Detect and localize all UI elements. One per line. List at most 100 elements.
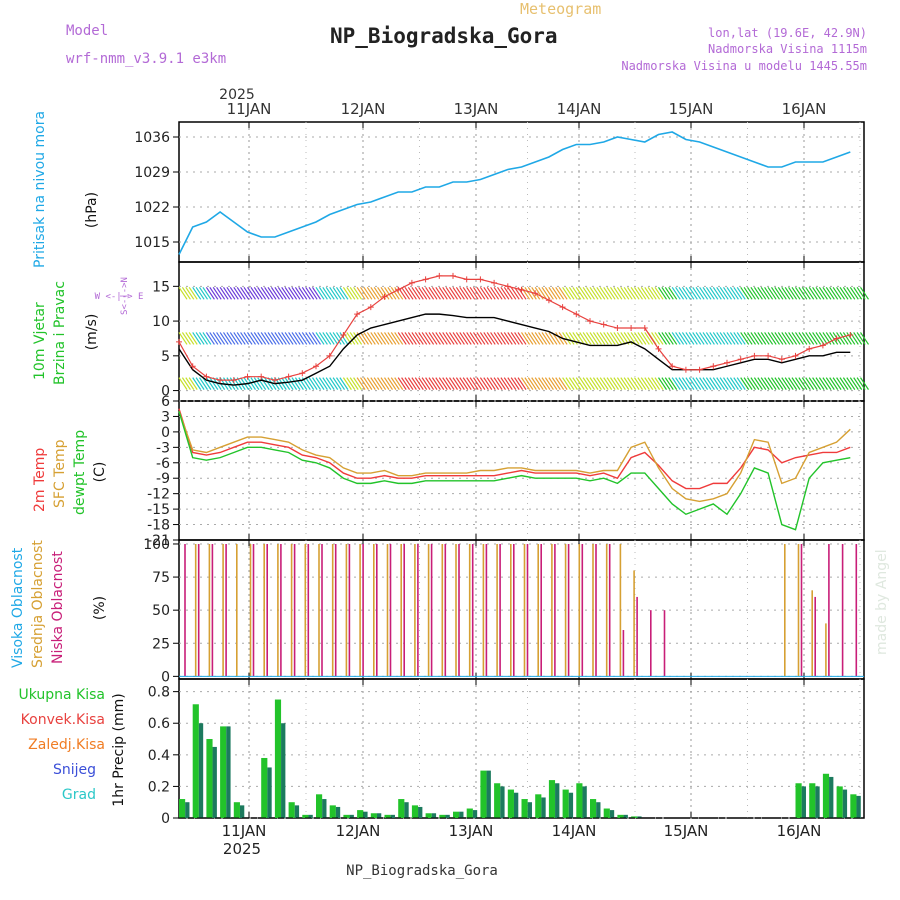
temp-sfc-label: SFC Temp [52,439,68,508]
wind-barb [743,332,753,345]
wind-barb [692,332,702,345]
credit-label: made by Angel [874,549,890,655]
cloud-mid-label: Srednja Oblacnost [30,540,46,668]
y-tick-label: -12 [147,487,170,503]
wind-barb [634,377,643,390]
wind-barb [842,377,852,390]
wind-barb [291,377,301,390]
cloud-unit: (%) [92,596,108,620]
wind-gust-marker [176,338,182,345]
wind-barb [205,286,215,300]
wind-barb [740,377,750,390]
wind-barb [404,332,414,345]
wind-barb [753,377,763,390]
wind-barb [216,286,226,300]
wind-barb [247,286,256,300]
wind-barb [418,286,428,300]
wind-barb [394,377,404,390]
wind-barb [247,377,256,390]
wind-barb [716,332,726,345]
pressure-frame [178,121,865,263]
wind-barb [582,332,592,345]
y-tick-label: 6 [161,394,170,410]
wind-barb [349,377,359,390]
wind-barb [736,286,746,300]
wind-barb [808,286,818,300]
wind-barb [377,332,387,345]
wind-barb [483,377,493,390]
wind-barb [318,377,328,390]
wind-barb [308,332,318,345]
wind-barb [267,377,277,390]
wind-barb [209,377,219,390]
bottom-date-label: 13JAN [449,822,494,840]
wind-barb [603,286,613,300]
wind-barb [312,332,321,345]
precip-total-bar [809,783,816,818]
wind-barb [644,377,654,390]
y-tick-label: 50 [152,603,170,619]
precip-snow-bar [582,786,587,818]
wind-barb [486,332,496,345]
wind-barb [226,286,236,300]
wind-barb [716,377,726,390]
wind-barb [795,332,804,345]
wind-barb [507,377,517,390]
wind-barb [616,377,626,390]
wind-barb [407,286,417,300]
wind-barb [455,286,465,300]
wind-barb [178,332,188,345]
wind-barb [544,377,554,390]
wind-barb [551,286,561,300]
wind-barb [658,332,667,345]
wind-barb [589,286,599,300]
wind-barb [407,377,417,390]
wind-barb [627,332,637,345]
wind-barb [599,377,609,390]
wind-barb [668,286,678,300]
precip-total-bar [274,699,282,818]
wind-barb [188,377,198,390]
wind-panel: 0 5 10 15 [152,261,869,402]
wind-barb [747,377,756,390]
wind-barb [678,286,688,300]
wind-barb [247,332,256,345]
wind-barb [777,377,787,390]
y-tick-label: 0 [161,384,170,400]
wind-barb [613,286,623,300]
wind-barb [425,332,435,345]
lonlat-label: lon,lat (19.6E, 42.9N) [708,26,867,40]
wind-barb [658,377,667,390]
temp-2m-label: 2m Temp [32,448,48,512]
wind-barb [199,286,208,300]
wind-barb [747,286,756,300]
precip-total-bar [590,799,597,818]
wind-barb [377,377,387,390]
wind-barb [524,286,534,300]
wind-barb [558,377,568,390]
precip-hail-label: Grad [62,787,96,803]
wind-barb [363,377,373,390]
wind-barb [462,286,472,300]
wind-barb [339,286,349,300]
wind-barb [322,286,332,300]
wind-barb [586,377,595,390]
wind-barb [651,377,661,390]
wind-barb [541,377,551,390]
wind-barb [192,286,202,300]
wind-barb [459,332,469,345]
wind-barb [387,332,397,345]
y-tick-label: 1036 [134,130,170,146]
wind-barb [510,332,520,345]
y-tick-label: -9 [156,471,170,487]
wind-barb [428,332,438,345]
wind-barb [788,332,798,345]
wind-barb [829,377,839,390]
wind-barb [654,332,664,345]
wind-gust-marker [450,272,456,279]
wind-barb [829,286,839,300]
wind-barb [534,377,544,390]
wind-barb [596,332,606,345]
wind-barb [815,286,825,300]
